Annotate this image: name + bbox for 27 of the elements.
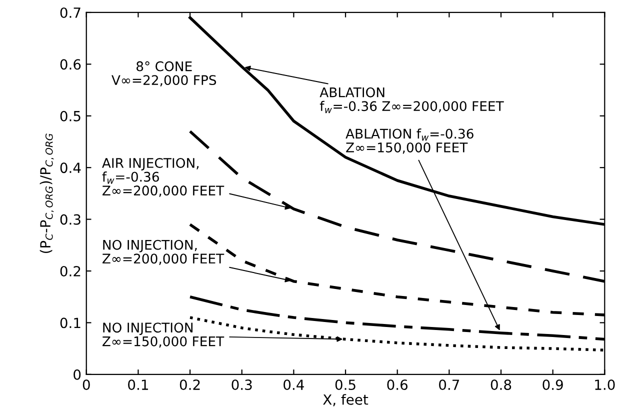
y-tick-label: 0.3 xyxy=(60,214,80,225)
y-tick-label: 0.6 xyxy=(60,59,81,70)
y-tick-label: 0.4 xyxy=(60,162,81,174)
x-tick-label: 1.0 xyxy=(595,380,615,390)
x-tick-label: 0.4 xyxy=(284,380,304,390)
x-tick-label: 0.1 xyxy=(128,380,148,390)
x-tick-label: 0.9 xyxy=(542,380,563,390)
x-tick-label: 0 xyxy=(82,380,90,390)
series-label: NO INJECTION, Z∞=200,000 FEET xyxy=(102,240,224,265)
annotation: 8° CONE V∞=22,000 FPS xyxy=(112,61,216,86)
series-label: AIR INJECTION, f$_{w}$=-0.36 Z∞=200,000 FEET xyxy=(102,158,224,197)
series-label: NO INJECTION Z∞=150,000 FEET xyxy=(102,322,224,348)
y-tick-label: 0.1 xyxy=(60,318,80,328)
x-tick-label: 0.5 xyxy=(335,380,356,390)
x-axis-title: X, feet xyxy=(323,394,368,406)
x-tick-label: 0.8 xyxy=(490,380,512,390)
y-tick-label: 0.7 xyxy=(60,7,80,18)
y-tick-label: 0 xyxy=(74,369,81,380)
y-tick-label: 0.2 xyxy=(60,266,80,276)
x-tick-label: 0.7 xyxy=(439,380,460,390)
text: ABLATION f$_{w}$=-0.36 Z∞=150,000 FEET xyxy=(346,128,474,154)
y-tick-label: 0.5 xyxy=(60,110,80,122)
x-tick-label: 0.6 xyxy=(387,380,408,390)
x-tick-label: 0.3 xyxy=(232,380,252,390)
series-label: ABLATION f$_{w}$=-0.36 Z∞=200,000 FEET xyxy=(320,87,504,114)
y-axis-title: (P$_{C}$-P$_{C,ORG}$)/P$_{C,ORG}$ xyxy=(40,134,54,254)
x-tick-label: 0.2 xyxy=(180,380,200,390)
